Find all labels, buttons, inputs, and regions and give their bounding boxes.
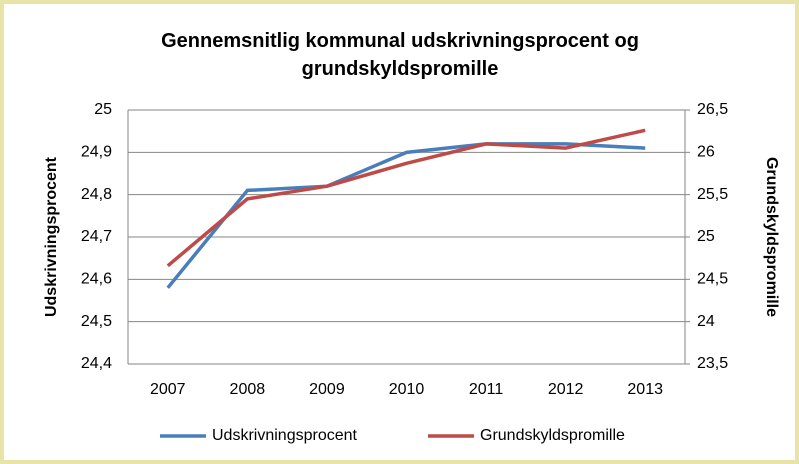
y2-tick-label: 24,5 [697, 271, 728, 288]
y-tick-label: 24,7 [81, 228, 112, 245]
y-tick-label: 24,5 [81, 313, 112, 330]
legend-label: Udskrivningsprocent [212, 427, 358, 444]
y2-tick-label: 23,5 [697, 355, 728, 372]
x-tick-label: 2011 [469, 381, 504, 398]
y2-tick-label: 25,5 [697, 186, 728, 203]
x-tick-label: 2009 [309, 381, 345, 398]
data-line [166, 142, 646, 289]
x-tick-label: 2010 [389, 381, 425, 398]
y2-tick-label: 25 [697, 228, 715, 245]
y-tick-label: 24,6 [81, 271, 112, 288]
y2-tick-label: 26,5 [697, 101, 728, 118]
y-tick-label: 24,8 [81, 186, 112, 203]
y-axis-title: Udskrivningsprocent [43, 156, 60, 317]
y-tick-label: 25 [94, 101, 112, 118]
y-tick-label: 24,4 [81, 355, 112, 372]
y-tick-label: 24,9 [81, 144, 112, 161]
legend-label: Grundskyldspromille [480, 427, 625, 444]
data-line [166, 128, 646, 268]
x-tick-label: 2012 [548, 381, 584, 398]
x-tick-label: 2007 [150, 381, 186, 398]
y2-tick-label: 24 [697, 313, 715, 330]
chart-title: Gennemsnitlig kommunal udskrivningsproce… [161, 30, 639, 80]
y2-axis-title: Grundskyldspromille [763, 157, 780, 317]
y2-tick-label: 26 [697, 144, 715, 161]
x-tick-label: 2008 [230, 381, 266, 398]
x-tick-label: 2013 [627, 381, 663, 398]
